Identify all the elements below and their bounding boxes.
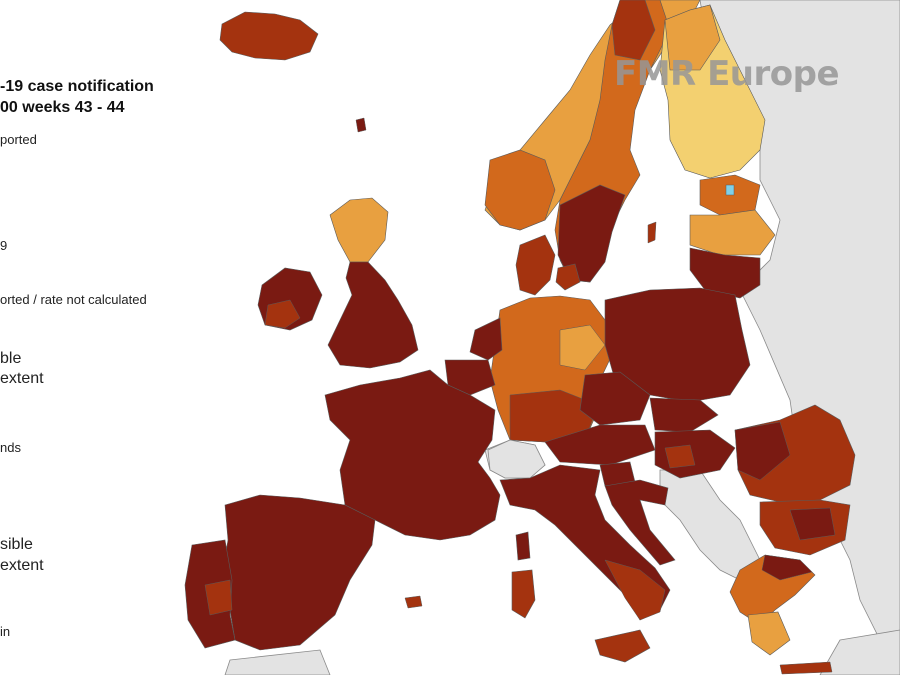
france — [324, 369, 501, 541]
watermark-logo: FMR Europe — [614, 54, 840, 94]
germany-east — [559, 324, 606, 371]
croatia — [604, 479, 676, 566]
legend-item-sub2-line2: extent — [0, 557, 44, 574]
hungary-region — [664, 444, 696, 469]
portugal-region — [204, 579, 233, 616]
legend-item-sub1-line2: extent — [0, 370, 44, 387]
corsica — [515, 531, 531, 561]
great-britain — [327, 261, 419, 369]
switzerland — [487, 439, 546, 479]
legend-item-rate-not-calculated: orted / rate not calculated — [0, 292, 147, 307]
estonia-highlight — [725, 184, 735, 196]
legend-item-sub2-line1: sible — [0, 536, 33, 553]
latvia — [689, 209, 776, 256]
italy-south — [604, 559, 666, 621]
legend-item-not-reported: ported — [0, 132, 37, 147]
sweden-south — [557, 184, 626, 283]
sicily — [594, 629, 651, 663]
ireland-region — [264, 299, 301, 329]
peloponnese — [747, 611, 791, 656]
crete — [779, 661, 833, 675]
faroe-shetland — [355, 117, 367, 133]
legend-item-nds: nds — [0, 440, 21, 455]
sweden-north — [611, 0, 656, 61]
norway-south — [484, 149, 556, 231]
finland-north — [664, 4, 721, 71]
netherlands — [469, 317, 503, 361]
denmark — [515, 234, 556, 296]
danish-islands — [555, 263, 581, 291]
greece-north — [761, 554, 813, 581]
legend-item-range: 9 — [0, 238, 8, 253]
balearic-islands — [404, 595, 423, 609]
bulgaria-region — [789, 507, 836, 541]
slovakia — [649, 397, 719, 433]
lithuania — [689, 247, 761, 299]
iceland — [219, 11, 319, 61]
belgium — [444, 359, 496, 396]
gotland — [647, 221, 657, 244]
sardinia — [511, 569, 536, 619]
legend-item-sub1-line1: ble — [0, 350, 22, 367]
legend-title-line2: 00 weeks 43 - 44 — [0, 99, 125, 116]
legend-item-in: in — [0, 624, 11, 639]
scotland — [329, 197, 389, 263]
romania-west — [734, 421, 791, 481]
czechia — [579, 371, 651, 426]
legend-title-line1: -19 case notification — [0, 78, 154, 95]
